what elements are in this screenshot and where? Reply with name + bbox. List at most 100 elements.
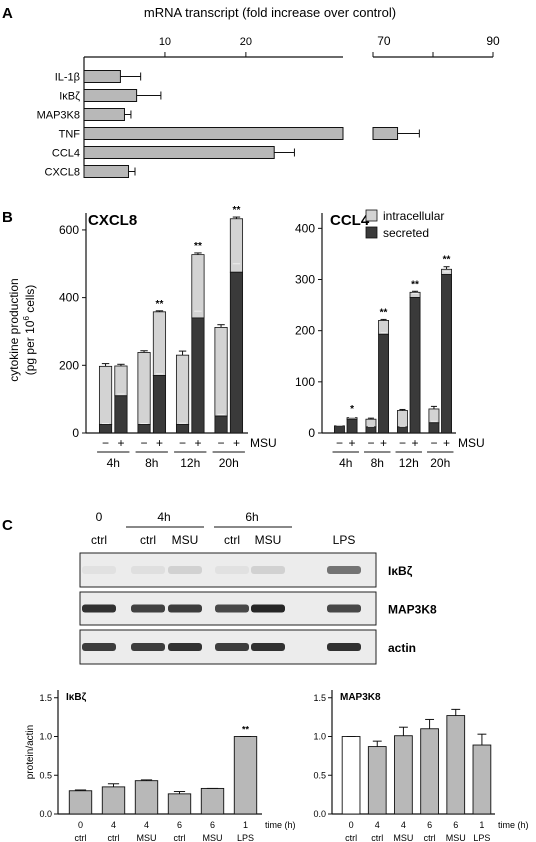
a-bar xyxy=(83,165,130,178)
blot-band xyxy=(82,566,116,574)
blot-band xyxy=(131,604,165,613)
c-time-label: 0 xyxy=(349,820,354,830)
c-treatment-label: ctrl xyxy=(174,833,186,842)
b-bar-secreted xyxy=(98,424,113,434)
c-bar xyxy=(472,744,492,815)
panel-b-cxcl8-chart: cytokine production (pg per 106 cells) 0… xyxy=(7,205,277,470)
blot-header-4h: 4h xyxy=(157,510,170,524)
a-category-label: IL-1β xyxy=(55,72,80,84)
c-bar xyxy=(420,728,439,815)
a-tick-label: 90 xyxy=(486,34,500,48)
c-y-tick-label: 0.5 xyxy=(39,770,52,780)
c-time-label: 6 xyxy=(427,820,432,830)
c-bar xyxy=(167,793,192,815)
b-bar-secreted xyxy=(378,333,389,434)
b-y-tick-label: 400 xyxy=(295,221,315,235)
a-tick-label: 10 xyxy=(159,36,171,48)
b-legend-label: intracellular xyxy=(383,209,444,223)
b-significance: ** xyxy=(443,255,451,266)
b-legend-label: secreted xyxy=(383,226,429,240)
c-bar xyxy=(134,780,159,815)
c-bar xyxy=(68,790,93,815)
b-group-label: 12h xyxy=(399,456,419,470)
b-group-label: 12h xyxy=(180,456,200,470)
b-chart-title: CCL4 xyxy=(330,212,370,229)
a-category-label: IκBζ xyxy=(59,91,80,103)
b-bar-secreted xyxy=(137,424,151,434)
blot-band xyxy=(168,566,202,574)
blot-band-label: IκBζ xyxy=(388,564,413,578)
blot-band xyxy=(327,566,361,574)
b-y-tick-label: 300 xyxy=(295,273,315,287)
blot-band xyxy=(251,566,285,574)
c-y-tick-label: 1.0 xyxy=(313,732,326,742)
c-treatment-label: LPS xyxy=(473,833,490,842)
blot-band-label: MAP3K8 xyxy=(388,603,437,617)
b-bar-secreted xyxy=(114,395,128,434)
blot-band xyxy=(215,604,249,613)
c-bar xyxy=(446,715,466,815)
blot-band-label: actin xyxy=(388,641,416,655)
b-bar-intracellular xyxy=(152,311,167,376)
b-msu-sign: − xyxy=(430,436,437,450)
a-tick-label: 70 xyxy=(377,34,391,48)
c-treatment-label: ctrl xyxy=(75,833,87,842)
a-tick-label: 20 xyxy=(240,36,252,48)
blot-lane-label: ctrl xyxy=(140,533,156,547)
b-significance: ** xyxy=(233,205,241,216)
c-treatment-label: LPS xyxy=(237,833,254,842)
a-category-label: MAP3K8 xyxy=(37,110,80,122)
b-msu-sign: − xyxy=(102,436,109,450)
c-time-label: 1 xyxy=(243,820,248,830)
c-chart-title: IκBζ xyxy=(66,692,87,703)
b-significance: ** xyxy=(194,241,202,252)
b-msu-sign: − xyxy=(218,436,225,450)
panel-b-ylabel-text3: cells) xyxy=(23,285,37,316)
b-y-tick-label: 200 xyxy=(59,358,79,372)
c-time-label: 4 xyxy=(111,820,116,830)
c-time-label: 6 xyxy=(453,820,458,830)
b-y-tick-label: 100 xyxy=(295,375,315,389)
c-treatment-label: ctrl xyxy=(424,833,436,842)
panel-b-ylabel-text1: cytokine production xyxy=(7,278,21,381)
b-group-label: 4h xyxy=(339,456,352,470)
c-y-tick-label: 0.5 xyxy=(313,770,326,780)
panel-a-label: A xyxy=(2,5,13,22)
b-msu-label: MSU xyxy=(458,436,485,450)
c-treatment-label: ctrl xyxy=(108,833,120,842)
b-bar-intracellular xyxy=(114,365,128,397)
c-bar xyxy=(367,746,387,815)
c-treatment-label: MSU xyxy=(203,833,223,842)
b-msu-sign: + xyxy=(233,436,240,450)
b-msu-sign: − xyxy=(367,436,374,450)
blot-band xyxy=(131,643,165,651)
b-bar-intracellular xyxy=(397,410,408,428)
c-ylabel: protein/actin xyxy=(25,725,36,779)
c-y-tick-label: 0.0 xyxy=(39,809,52,819)
b-group-label: 8h xyxy=(371,456,384,470)
b-chart-title: CXCL8 xyxy=(88,212,137,229)
b-group-label: 8h xyxy=(145,456,158,470)
a-category-label: CCL4 xyxy=(52,148,80,160)
blot-band xyxy=(215,643,249,651)
a-bar xyxy=(372,127,399,140)
blot-lane-label: LPS xyxy=(333,533,356,547)
blot-band xyxy=(327,604,361,613)
blot-band xyxy=(131,566,165,574)
b-significance: ** xyxy=(156,299,164,310)
c-time-label: 1 xyxy=(479,820,484,830)
b-bar-secreted xyxy=(397,426,408,434)
b-bar-secreted xyxy=(175,424,190,434)
b-bar-secreted xyxy=(409,297,421,434)
b-msu-sign: + xyxy=(380,436,387,450)
a-bar xyxy=(83,146,275,159)
blot-lane-label: MSU xyxy=(172,533,199,547)
b-bar-intracellular xyxy=(214,326,228,417)
a-category-label: TNF xyxy=(59,129,81,141)
b-y-tick-label: 400 xyxy=(59,291,79,305)
c-time-label: 6 xyxy=(177,820,182,830)
b-y-tick-label: 0 xyxy=(72,426,79,440)
c-time-label: 4 xyxy=(144,820,149,830)
